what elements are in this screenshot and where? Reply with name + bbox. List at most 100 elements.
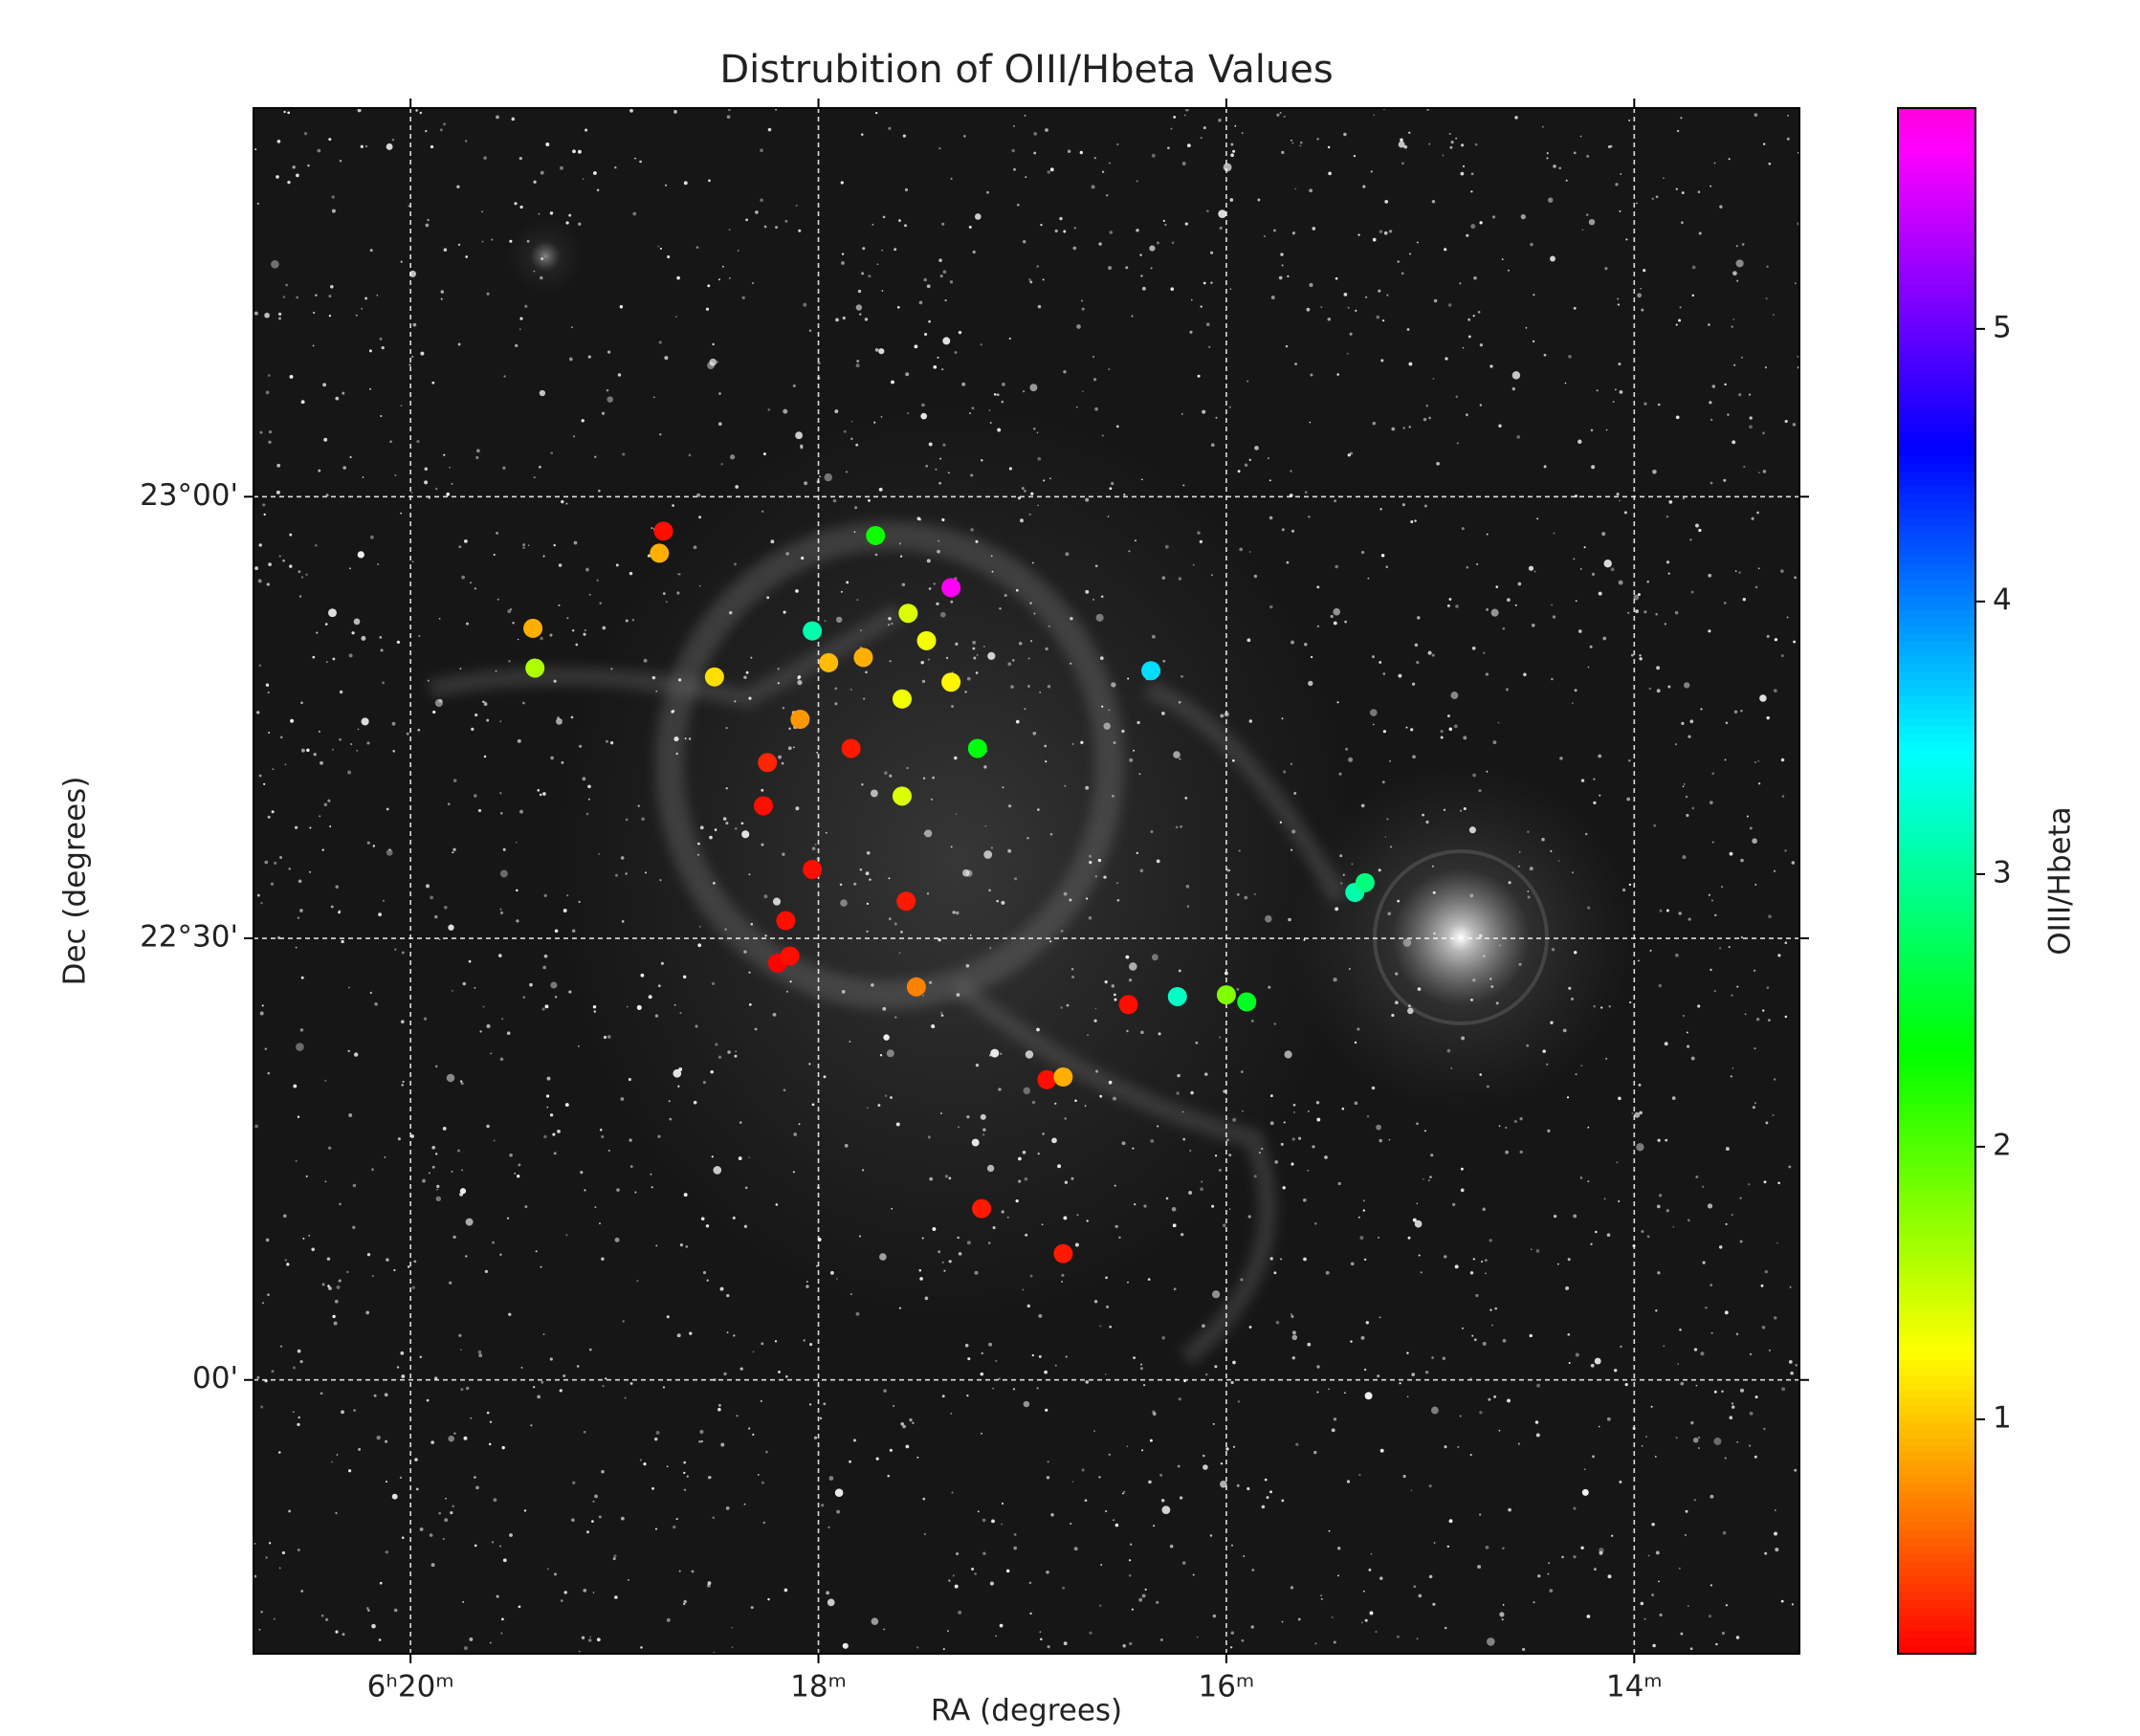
colorbar-segment — [1898, 626, 1975, 634]
star — [969, 412, 971, 414]
star — [1591, 429, 1594, 432]
star — [924, 1533, 926, 1535]
star — [313, 312, 315, 314]
star — [932, 1227, 936, 1231]
star — [1284, 1121, 1286, 1123]
star — [615, 874, 618, 877]
star — [1790, 1372, 1794, 1375]
star — [956, 912, 960, 915]
star — [450, 1511, 452, 1514]
star — [594, 456, 596, 458]
star — [1025, 176, 1026, 178]
colorbar-segment — [1898, 1036, 1975, 1044]
star — [1581, 779, 1584, 781]
star — [998, 1088, 1001, 1090]
star — [1692, 266, 1696, 270]
star — [331, 906, 334, 909]
star — [1558, 860, 1560, 862]
star — [761, 1400, 762, 1402]
star — [290, 375, 294, 379]
star — [1526, 1044, 1529, 1047]
colorbar-segment — [1898, 1097, 1975, 1106]
star — [1231, 1545, 1233, 1547]
star — [784, 220, 787, 223]
star — [1754, 113, 1758, 117]
star — [594, 1206, 596, 1208]
star — [1048, 1645, 1050, 1648]
colorbar-segment — [1898, 796, 1975, 804]
star — [545, 143, 549, 146]
star — [1489, 364, 1492, 367]
star — [1554, 1215, 1556, 1218]
star — [684, 1193, 688, 1197]
colorbar-segment — [1898, 1506, 1975, 1515]
star — [1691, 591, 1694, 594]
star — [1781, 1600, 1784, 1603]
star — [1170, 287, 1174, 291]
star — [561, 500, 563, 503]
star — [1651, 1406, 1653, 1408]
star — [1298, 1618, 1301, 1621]
star — [1436, 462, 1440, 466]
star — [991, 1519, 995, 1523]
star — [940, 612, 946, 618]
star — [958, 1126, 960, 1128]
star — [1482, 1208, 1486, 1212]
star — [1265, 1479, 1268, 1482]
star — [1603, 560, 1611, 567]
star — [1495, 585, 1498, 588]
star — [739, 1121, 742, 1124]
star — [269, 1542, 271, 1544]
data-point — [853, 648, 872, 667]
star — [1763, 470, 1767, 473]
star — [1283, 1186, 1286, 1189]
colorbar-tick-label: 1 — [1993, 1400, 2012, 1435]
star — [785, 1375, 788, 1378]
star — [739, 1156, 742, 1160]
colorbar-segment — [1898, 356, 1975, 364]
star — [292, 165, 295, 168]
star — [850, 1293, 852, 1295]
star — [989, 1054, 992, 1057]
star — [283, 111, 285, 113]
star — [1023, 240, 1026, 243]
star — [1139, 773, 1141, 775]
star — [443, 1538, 445, 1540]
star — [332, 209, 336, 213]
star — [1753, 1106, 1755, 1109]
star — [1153, 1412, 1157, 1416]
star — [1640, 288, 1642, 290]
star — [1214, 1365, 1217, 1368]
star — [1690, 1421, 1693, 1424]
star — [1642, 1445, 1644, 1447]
star — [640, 1646, 643, 1649]
star — [629, 572, 632, 575]
data-point — [1217, 985, 1236, 1004]
star — [932, 777, 935, 780]
star — [782, 762, 784, 765]
star — [1389, 760, 1391, 762]
star — [1617, 297, 1619, 299]
star — [843, 317, 846, 319]
star — [1715, 1643, 1717, 1645]
star — [1687, 1045, 1689, 1048]
star — [699, 1430, 703, 1434]
colorbar-segment — [1898, 1012, 1975, 1021]
star — [500, 1633, 502, 1635]
star — [1262, 1505, 1266, 1509]
star — [1584, 1468, 1586, 1470]
colorbar-segment — [1898, 919, 1975, 928]
star — [1449, 728, 1453, 732]
star — [1254, 893, 1256, 895]
star — [1371, 170, 1373, 172]
star — [1094, 157, 1096, 159]
star — [1291, 530, 1294, 533]
star — [1126, 1445, 1128, 1447]
star — [1768, 914, 1772, 918]
star — [1449, 146, 1452, 149]
star — [659, 879, 661, 881]
star — [1270, 1257, 1273, 1260]
star — [426, 224, 430, 228]
star — [313, 344, 315, 346]
star — [1687, 1031, 1688, 1033]
